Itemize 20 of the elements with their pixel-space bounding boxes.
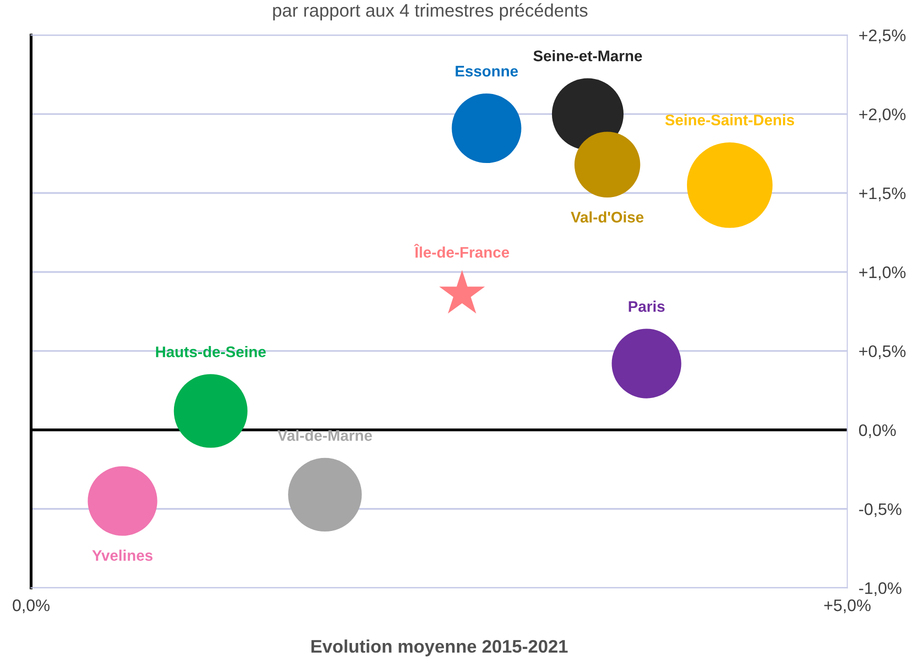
y-tick-label: +2,5%: [859, 29, 906, 44]
series-label: Val-de-Marne: [277, 430, 372, 441]
y-tick-label: +1,0%: [859, 266, 906, 280]
y-tick-label: -0,5%: [859, 503, 902, 518]
series-label: Seine-et-Marne: [533, 50, 642, 62]
y-tick-label: +1,5%: [859, 187, 906, 202]
y-tick-label: +2,0%: [859, 108, 906, 122]
series-label: Essonne: [456, 66, 518, 77]
x-axis-title: Evolution moyenne 2015-2021: [311, 640, 568, 656]
series-label: Yvelines: [92, 550, 152, 561]
series-label: Seine-Saint-Denis: [665, 114, 794, 126]
chart-subtitle: par rapport aux 4 trimestres précédents: [273, 3, 588, 20]
y-tick-label: +0,5%: [859, 345, 906, 360]
series-label: Hauts-de-Seine: [156, 346, 266, 358]
series-label: Île-de-France: [414, 244, 510, 258]
x-tick-label: +5,0%: [824, 599, 871, 614]
y-tick-label: -1,0%: [859, 582, 902, 596]
series-label: Paris: [628, 300, 665, 312]
series-label: Val-d'Oise: [570, 211, 644, 223]
y-tick-label: 0,0%: [859, 424, 896, 438]
